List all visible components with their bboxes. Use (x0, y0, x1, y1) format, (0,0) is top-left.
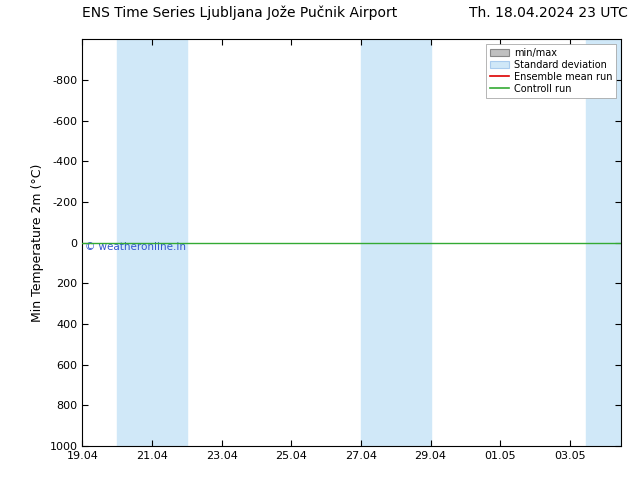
Bar (361, 39, 430, 446)
Text: ENS Time Series Ljubljana Jože Pučnik Airport: ENS Time Series Ljubljana Jože Pučnik Ai… (82, 5, 398, 20)
Bar (117, 39, 187, 446)
Legend: min/max, Standard deviation, Ensemble mean run, Controll run: min/max, Standard deviation, Ensemble me… (486, 44, 616, 98)
Text: Th. 18.04.2024 23 UTC: Th. 18.04.2024 23 UTC (469, 5, 628, 20)
Text: © weatheronline.in: © weatheronline.in (85, 242, 186, 252)
Y-axis label: Min Temperature 2m (°C): Min Temperature 2m (°C) (31, 163, 44, 322)
Bar (586, 39, 634, 446)
